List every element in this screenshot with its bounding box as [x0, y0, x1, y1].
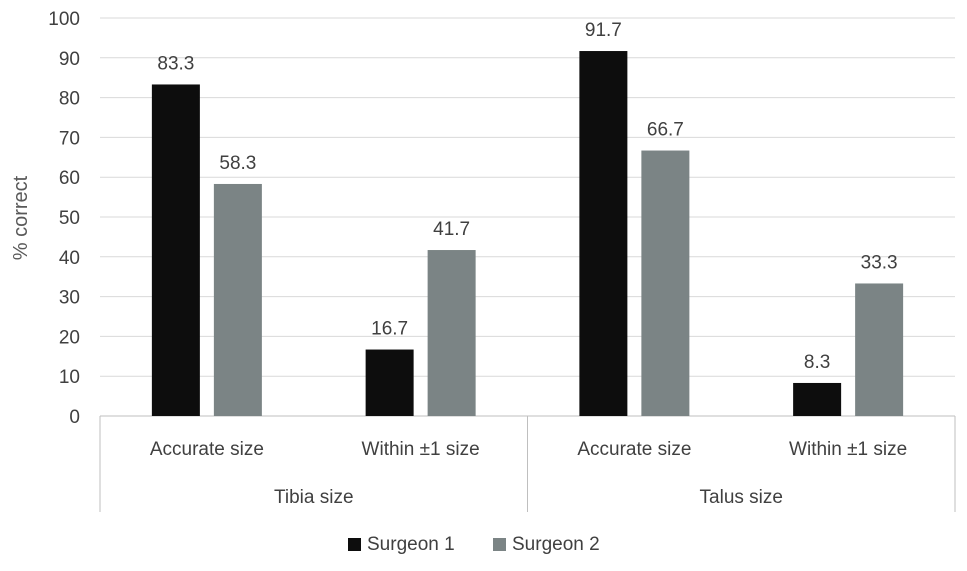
category-label: Accurate size: [150, 439, 264, 460]
data-label: 8.3: [804, 352, 830, 373]
x-axis: Accurate size Within ±1 size Tibia size Acc…: [99, 416, 956, 512]
y-tick-label: 60: [59, 168, 80, 189]
y-tick-label: 50: [59, 208, 80, 229]
category-label: Within ±1 size: [789, 439, 907, 460]
bars: [151, 51, 904, 417]
legend: Surgeon 1 Surgeon 2: [348, 534, 600, 555]
bar: [365, 349, 414, 416]
bar: [793, 382, 842, 416]
y-tick-label: 70: [59, 128, 80, 149]
bar: [641, 150, 690, 416]
legend-label: Surgeon 1: [367, 534, 455, 555]
data-label: 41.7: [433, 219, 470, 240]
y-tick-label: 80: [59, 89, 80, 110]
legend-swatch: [493, 538, 506, 551]
y-tick-label: 20: [59, 327, 80, 348]
category-label: Within ±1 size: [362, 439, 480, 460]
data-label: 16.7: [371, 319, 408, 340]
bar: [427, 250, 476, 416]
data-label: 58.3: [219, 153, 256, 174]
bar: [579, 51, 628, 417]
legend-label: Surgeon 2: [512, 534, 600, 555]
y-axis-label: % correct: [10, 175, 32, 260]
y-axis-ticks: 0 10 20 30 40 50 60 70 80 90 100: [48, 9, 80, 428]
bar: [151, 84, 200, 416]
category-label: Accurate size: [577, 439, 691, 460]
group-label: Tibia size: [274, 487, 354, 508]
y-tick-label: 30: [59, 288, 80, 309]
data-label: 91.7: [585, 20, 622, 41]
data-labels: 83.3 58.3 16.7 41.7 91.7 66.7 8.3 33.3: [157, 20, 897, 373]
y-tick-label: 0: [69, 407, 80, 428]
y-tick-label: 10: [59, 367, 80, 388]
bar: [855, 283, 904, 416]
data-label: 33.3: [861, 252, 898, 273]
legend-swatch: [348, 538, 361, 551]
y-tick-label: 100: [48, 9, 80, 30]
data-label: 83.3: [157, 53, 194, 74]
y-tick-label: 40: [59, 248, 80, 269]
group-label: Talus size: [700, 487, 783, 508]
data-label: 66.7: [647, 120, 684, 141]
bar: [213, 183, 262, 416]
y-tick-label: 90: [59, 49, 80, 70]
